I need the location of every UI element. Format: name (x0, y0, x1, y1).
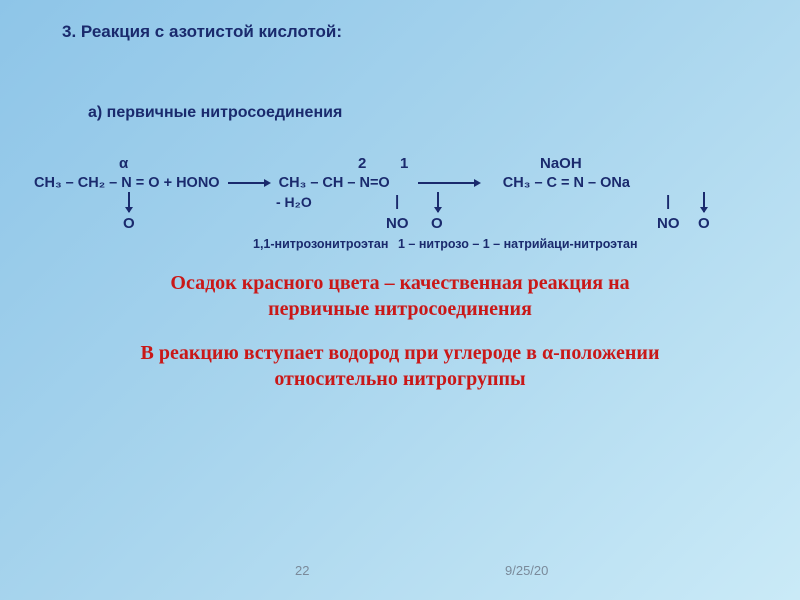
section-title: 3. Реакция с азотистой кислотой: (62, 22, 342, 42)
arrow-icon (228, 175, 271, 191)
minus-h2o: - H₂O (276, 194, 312, 210)
page-date: 9/25/20 (505, 563, 548, 578)
group-o: O (698, 215, 710, 232)
note-line: первичные нитросоединения (0, 296, 800, 322)
note-line: Осадок красного цвета – качественная реа… (0, 270, 800, 296)
arrow-icon (418, 175, 481, 191)
label-one: 1 (400, 155, 408, 172)
note-mechanism: В реакцию вступает водород при углероде … (0, 340, 800, 392)
down-arrow-icon (128, 192, 130, 212)
equation-row: CH₃ – CH₂ – N = O + HONO CH₃ – CH – N=O … (34, 175, 794, 191)
subsection-title: а) первичные нитросоединения (88, 104, 342, 122)
group-o: O (431, 215, 443, 232)
note-line: В реакцию вступает водород при углероде … (0, 340, 800, 366)
eq-reactant: CH₃ – CH₂ – N = O + HONO (34, 175, 220, 191)
note-line: относительно нитрогруппы (0, 366, 800, 392)
down-arrow-icon (703, 192, 705, 212)
bond-pipe: | (395, 193, 399, 210)
note-qualitative-reaction: Осадок красного цвета – качественная реа… (0, 270, 800, 322)
name-natriaci-nitroethane: 1 – нитрозо – 1 – натрийаци-нитроэтан (398, 237, 638, 251)
bond-pipe: | (666, 193, 670, 210)
group-no: NO (386, 215, 409, 232)
page-number: 22 (295, 563, 309, 578)
eq-product: CH₃ – C = N – ONa (503, 175, 630, 191)
label-alpha: α (119, 155, 128, 172)
label-naoh: NaOH (540, 155, 582, 172)
label-two: 2 (358, 155, 366, 172)
group-o: O (123, 215, 135, 232)
eq-intermediate: CH₃ – CH – N=O (279, 175, 390, 191)
name-nitrozonitroethane: 1,1-нитрозонитроэтан (253, 237, 388, 251)
group-no: NO (657, 215, 680, 232)
down-arrow-icon (437, 192, 439, 212)
